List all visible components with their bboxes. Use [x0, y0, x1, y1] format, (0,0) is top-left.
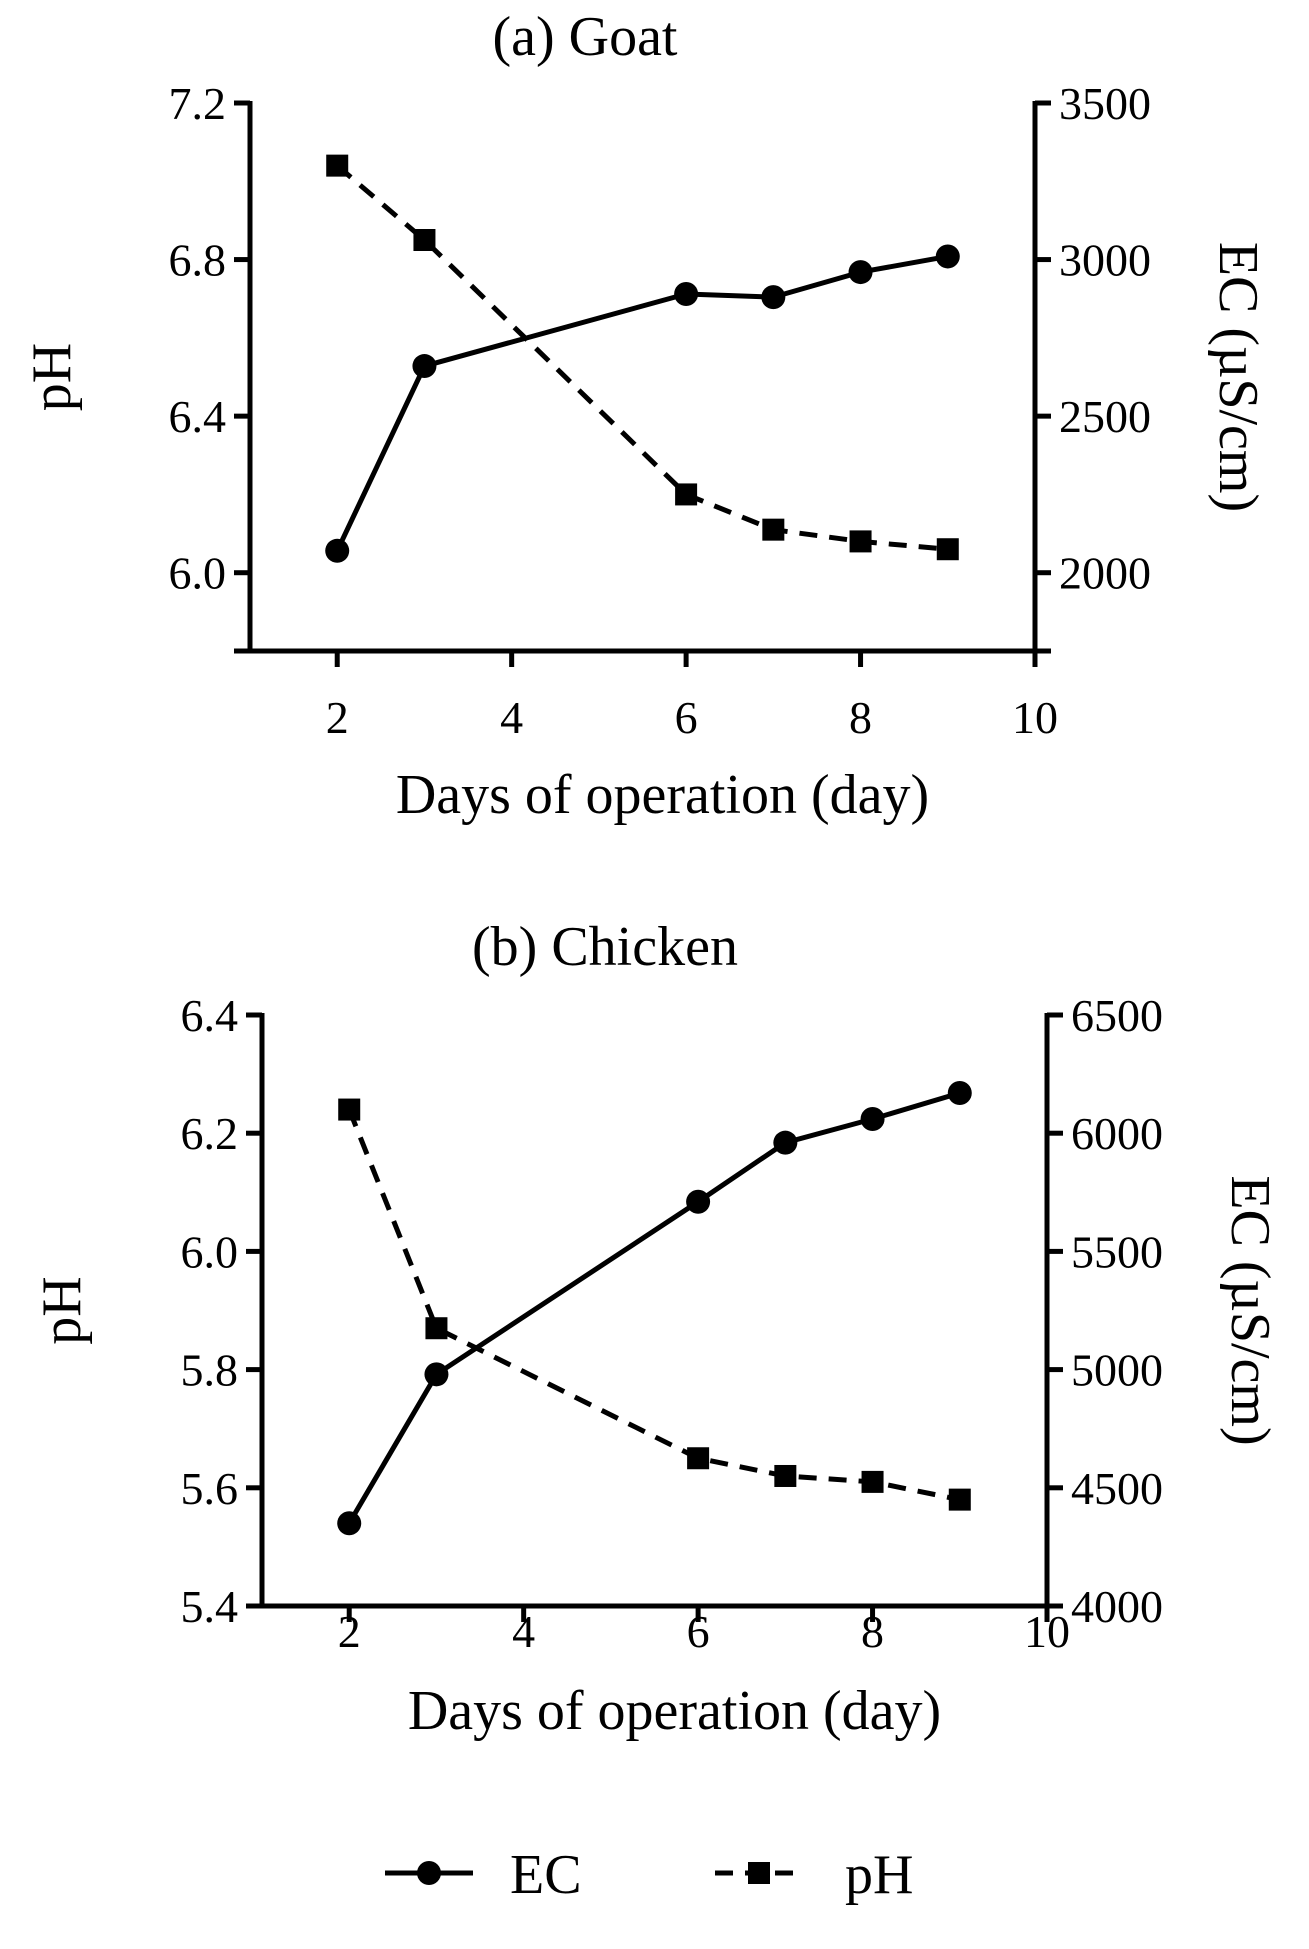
y-left-tick-label: 5.6	[181, 1463, 239, 1514]
x-tick-label: 10	[1012, 692, 1058, 743]
y-right-tick-label: 6500	[1071, 990, 1163, 1041]
y-left-tick-label: 5.8	[181, 1345, 239, 1396]
legend-marker	[417, 1861, 441, 1885]
x-tick-label: 6	[675, 692, 698, 743]
y-right-tick-label: 5000	[1071, 1345, 1163, 1396]
y-right-tick-label: 4000	[1071, 1581, 1163, 1632]
y-right-tick-label: 5500	[1071, 1226, 1163, 1277]
chart-title: (b) Chicken	[472, 916, 738, 978]
data-point-ec	[935, 244, 960, 269]
data-point-ec	[947, 1081, 972, 1106]
x-tick-label: 8	[861, 1606, 884, 1657]
series-line-ec	[334, 253, 949, 552]
legend-label: pH	[845, 1844, 913, 1906]
series-line-ec	[347, 1090, 961, 1525]
x-tick-label: 6	[687, 1606, 710, 1657]
x-tick-label: 4	[512, 1606, 535, 1657]
y-right-tick-label: 3500	[1059, 78, 1151, 129]
y-right-axis-title: EC (µS/cm)	[1207, 242, 1269, 512]
y-left-tick-label: 6.4	[181, 990, 239, 1041]
data-point-ec	[761, 285, 786, 310]
data-point-ph	[338, 1098, 361, 1121]
legend: EC pH	[385, 1844, 913, 1906]
data-point-ec	[325, 538, 350, 563]
data-point-ec	[848, 260, 873, 285]
y-left-axis-title: pH	[31, 1276, 93, 1344]
y-left-tick-label: 6.0	[169, 548, 227, 599]
data-point-ph	[687, 1447, 710, 1470]
legend-marker	[748, 1862, 770, 1884]
y-right-tick-label: 4500	[1071, 1463, 1163, 1514]
data-point-ph	[413, 229, 436, 251]
data-point-ph	[948, 1488, 971, 1511]
y-left-tick-label: 6.2	[181, 1108, 239, 1159]
data-point-ec	[337, 1511, 362, 1536]
y-left-tick-label: 6.4	[169, 391, 227, 442]
x-tick-label: 4	[500, 692, 523, 743]
data-point-ph	[774, 1464, 797, 1487]
y-right-tick-label: 2000	[1059, 548, 1151, 599]
legend-label: EC	[510, 1844, 582, 1906]
data-point-ec	[773, 1130, 798, 1155]
y-left-axis-title: pH	[21, 343, 83, 411]
series-line-ph	[346, 1108, 961, 1503]
y-right-tick-label: 3000	[1059, 235, 1151, 286]
series-line-ph	[335, 163, 949, 552]
y-right-axis-title: EC (µS/cm)	[1219, 1175, 1281, 1445]
y-left-tick-label: 6.8	[169, 235, 227, 286]
y-left-tick-label: 7.2	[169, 78, 227, 129]
y-right-tick-label: 2500	[1059, 391, 1151, 442]
data-point-ec	[860, 1107, 885, 1132]
data-point-ph	[326, 154, 349, 177]
data-point-ec	[674, 282, 699, 307]
panel-b: (b) Chicken 2 4 6 8 10 5.4 5.6 5.8 6.0 6.2 6.4 4000 4…	[31, 916, 1281, 1742]
data-point-ph	[425, 1317, 448, 1340]
data-point-ec	[424, 1362, 449, 1387]
y-left-tick-label: 5.4	[181, 1581, 239, 1632]
data-point-ph	[849, 530, 872, 553]
y-left-tick-label: 6.0	[181, 1226, 239, 1277]
x-tick-label: 2	[326, 692, 349, 743]
data-point-ph	[675, 483, 698, 506]
data-point-ph	[762, 518, 785, 541]
x-axis-title: Days of operation (day)	[396, 764, 929, 826]
data-point-ec	[686, 1189, 711, 1214]
chart-title: (a) Goat	[492, 6, 677, 68]
x-tick-label: 8	[849, 692, 872, 743]
x-axis-title: Days of operation (day)	[408, 1680, 941, 1742]
x-tick-label: 10	[1024, 1606, 1070, 1657]
panel-a: (a) Goat 2 4 6 8 10 6.0 6.4 6.8 7.2 2000 2500 3000 35…	[21, 6, 1269, 826]
data-point-ec	[412, 354, 437, 379]
data-point-ph	[861, 1470, 884, 1493]
y-right-tick-label: 6000	[1071, 1108, 1163, 1159]
data-point-ph	[936, 538, 959, 561]
x-tick-label: 2	[338, 1606, 361, 1657]
